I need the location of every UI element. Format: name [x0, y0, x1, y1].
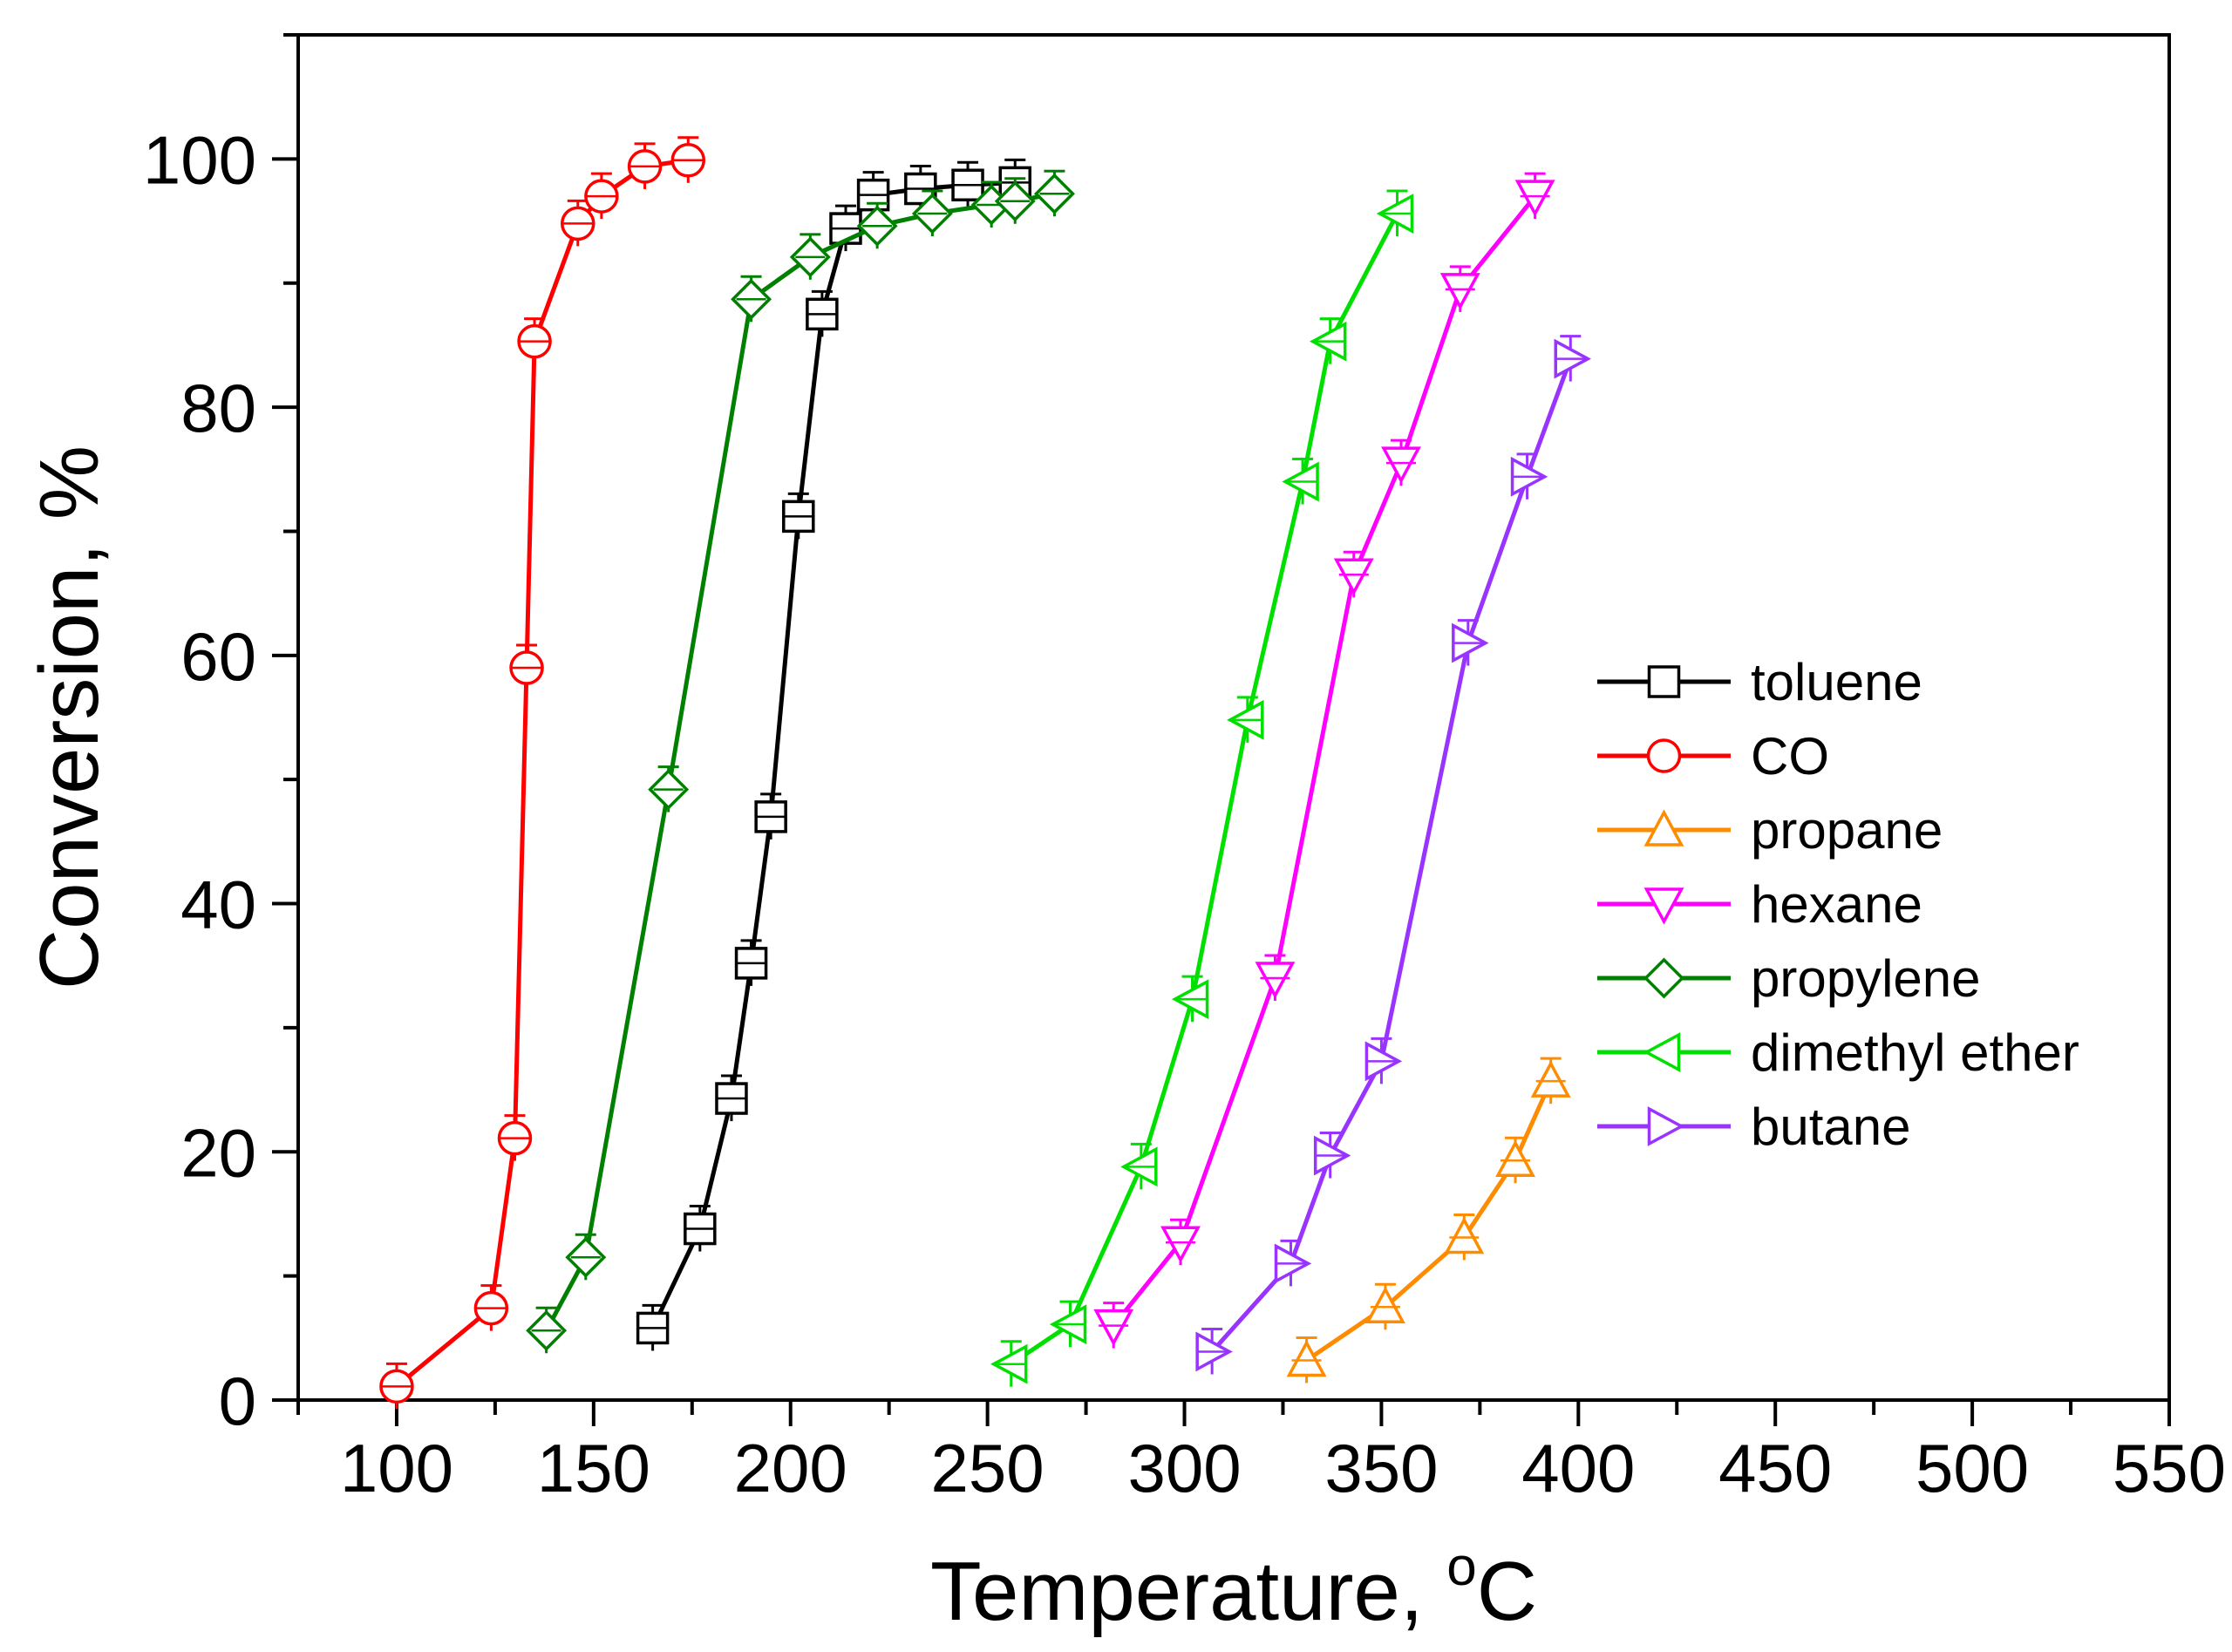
legend-item-propane: propane [1597, 801, 1943, 860]
legend-label: toluene [1751, 653, 1922, 711]
x-tick-label: 350 [1324, 1430, 1438, 1506]
series-line-butane [1210, 357, 1573, 1354]
legend-item-butane: butane [1597, 1098, 1911, 1156]
legend: toluene CO propane hexane propylene dimethyl … [1597, 653, 2079, 1156]
series-hexane [1093, 172, 1555, 1349]
data-point-hexane [1333, 558, 1374, 595]
x-tick-label: 450 [1718, 1430, 1832, 1506]
legend-marker [1646, 738, 1682, 773]
x-tick-label: 400 [1521, 1430, 1635, 1506]
legend-marker [1643, 957, 1684, 999]
legend-item-hexane: hexane [1597, 875, 1922, 934]
legend-label: CO [1751, 727, 1829, 785]
series-propylene [526, 169, 1075, 1354]
series-line-toluene [650, 180, 1016, 1329]
legend-label: propane [1751, 801, 1943, 860]
plot-frame [296, 33, 2171, 1402]
legend-item-co: CO [1597, 727, 1829, 785]
x-tick-label: 550 [2113, 1430, 2226, 1506]
data-point-propane [1286, 1339, 1327, 1377]
x-tick-label: 500 [1916, 1430, 2029, 1506]
legend-marker [1643, 1032, 1681, 1072]
y-tick-label: 40 [180, 867, 256, 943]
series-line-propane [1305, 1080, 1553, 1363]
data-point-hexane [1255, 962, 1296, 999]
series-line-propylene [544, 191, 1055, 1332]
legend-label: propylene [1751, 949, 1981, 1008]
x-tick-label: 300 [1127, 1430, 1241, 1506]
series-layer [379, 136, 1591, 1410]
data-point-hexane [1381, 446, 1421, 484]
legend-marker [1643, 809, 1684, 846]
legend-item-toluene: toluene [1597, 653, 1922, 711]
data-point-hexane [1514, 180, 1555, 217]
y-tick-label: 0 [219, 1363, 256, 1439]
data-point-hexane [1093, 1309, 1134, 1347]
series-propane [1286, 1057, 1571, 1383]
x-tick-label: 100 [340, 1430, 453, 1506]
data-point-hexane [1439, 273, 1480, 310]
x-axis: 100 150 200 250 300 350 400 450 500 550 [296, 1400, 2226, 1506]
y-axis: 0 20 40 60 80 100 [143, 33, 298, 1439]
legend-label: dimethyl ether [1751, 1023, 2079, 1082]
series-co [379, 136, 706, 1410]
x-axis-title: Temperature, oC [930, 1537, 1537, 1638]
series-dimethyl-ether [990, 189, 1414, 1387]
series-line-dimethyl-ether [1010, 212, 1399, 1366]
y-axis-title: Conversion, % [23, 445, 116, 989]
data-point-propane [1365, 1286, 1405, 1323]
legend-label: hexane [1751, 875, 1922, 934]
legend-label: butane [1751, 1098, 1911, 1156]
legend-marker [1647, 665, 1681, 698]
series-toluene [636, 158, 1032, 1351]
data-point-hexane [1160, 1226, 1201, 1263]
data-point-propane [1495, 1139, 1535, 1177]
y-tick-label: 100 [143, 121, 256, 198]
data-point-propane [1530, 1060, 1571, 1098]
y-tick-label: 20 [180, 1114, 256, 1191]
legend-marker [1647, 1106, 1685, 1146]
x-tick-label: 150 [537, 1430, 650, 1506]
data-point-propane [1444, 1216, 1485, 1254]
legend-item-dimethyl-ether: dimethyl ether [1597, 1023, 2079, 1082]
x-tick-label: 250 [931, 1430, 1045, 1506]
y-tick-label: 80 [180, 370, 256, 446]
y-tick-label: 60 [180, 618, 256, 695]
legend-item-propylene: propylene [1597, 949, 1981, 1008]
x-tick-label: 200 [734, 1430, 847, 1506]
legend-marker [1643, 887, 1684, 925]
series-butane [1195, 335, 1591, 1375]
